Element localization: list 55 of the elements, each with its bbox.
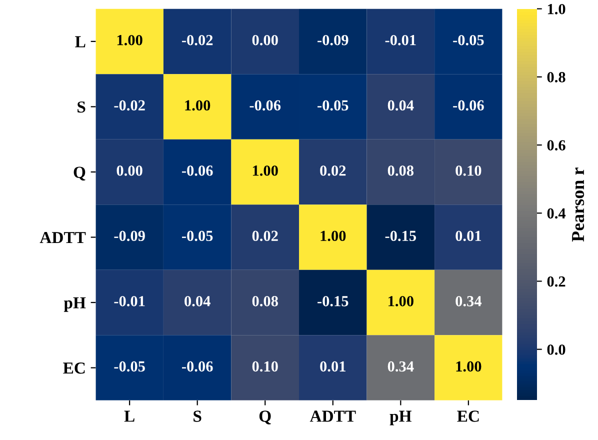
data-label: 0.34 [388,361,414,372]
data-label: 0.02 [252,230,278,242]
data-label: 1.00 [456,361,482,372]
data-label: 0.04 [388,100,414,111]
y-tick-label: ADTT [40,232,86,244]
data-label: -0.05 [318,100,348,111]
data-label: -0.01 [114,296,145,306]
data-label: -0.06 [250,100,281,111]
x-tick-label: L [124,410,134,422]
data-label: 1.00 [117,34,142,46]
color-bar-label: 0.6 [547,140,566,151]
color-bar-title: Pearson r [572,168,584,242]
color-bar-label: 0.0 [547,344,566,355]
data-label: 0.10 [252,361,278,372]
data-label: -0.05 [182,230,213,242]
data-label: 0.00 [252,34,278,46]
data-label: 0.08 [388,165,414,176]
data-label: 0.04 [184,296,210,306]
x-tick-label: Q [259,410,271,424]
data-label: -0.05 [114,361,145,372]
data-label: 0.01 [456,230,482,242]
color-bar-label: 0.2 [547,276,566,287]
data-label: -0.06 [453,100,484,111]
y-tick-label: pH [64,297,86,312]
data-label: 0.34 [456,296,482,306]
data-label: 1.00 [388,296,414,306]
data-label: 0.02 [320,165,346,176]
data-label: -0.09 [114,230,145,242]
data-label: -0.06 [182,361,213,372]
data-label: 1.00 [252,165,278,176]
data-label: -0.15 [318,296,348,306]
x-tick-label: ADTT [310,410,356,422]
x-tick-label: EC [457,410,479,422]
data-label: -0.01 [385,34,416,46]
color-bar-label: 0.4 [547,208,566,219]
y-tick-label: EC [63,362,85,374]
x-tick-label: pH [390,410,412,426]
data-label: -0.02 [114,100,145,111]
y-tick-label: L [75,36,86,48]
data-label: 0.08 [252,296,278,306]
data-label: 1.00 [185,100,210,111]
x-tick-label: S [194,410,202,422]
data-label: -0.05 [453,34,484,46]
data-label: 1.00 [320,230,346,242]
y-tick-label: Q [74,166,86,180]
data-label: -0.15 [385,230,416,242]
data-label: 0.01 [320,361,346,372]
data-label: -0.09 [318,34,348,46]
data-label: -0.02 [182,34,213,46]
data-label: 0.10 [456,165,482,176]
data-label: 0.00 [116,165,142,176]
data-label: -0.06 [182,165,213,176]
color-bar-label: 1.0 [548,4,566,14]
color-bar-label: 0.8 [547,72,566,82]
y-tick-label: S [78,101,86,113]
